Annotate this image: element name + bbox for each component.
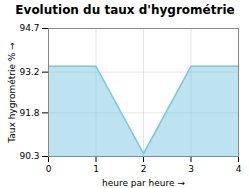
svg-text:1: 1 [93,164,99,174]
svg-text:91.8: 91.8 [19,108,39,118]
html-text:Evolution du taux d'hygrométri: Evolution du taux d'hygrométrie [15,3,235,17]
svg-text:0: 0 [46,164,52,174]
svg-text:93.2: 93.2 [19,67,39,77]
svg-text:90.3: 90.3 [19,151,39,161]
svg-text:94.7: 94.7 [19,23,39,33]
svg-text:Taux hygrométrie % →: Taux hygrométrie % → [7,42,17,144]
svg-text:2: 2 [141,164,147,174]
svg-text:4: 4 [236,164,242,174]
svg-text:3: 3 [188,164,194,174]
svg-text:heure par heure →: heure par heure → [102,178,185,188]
